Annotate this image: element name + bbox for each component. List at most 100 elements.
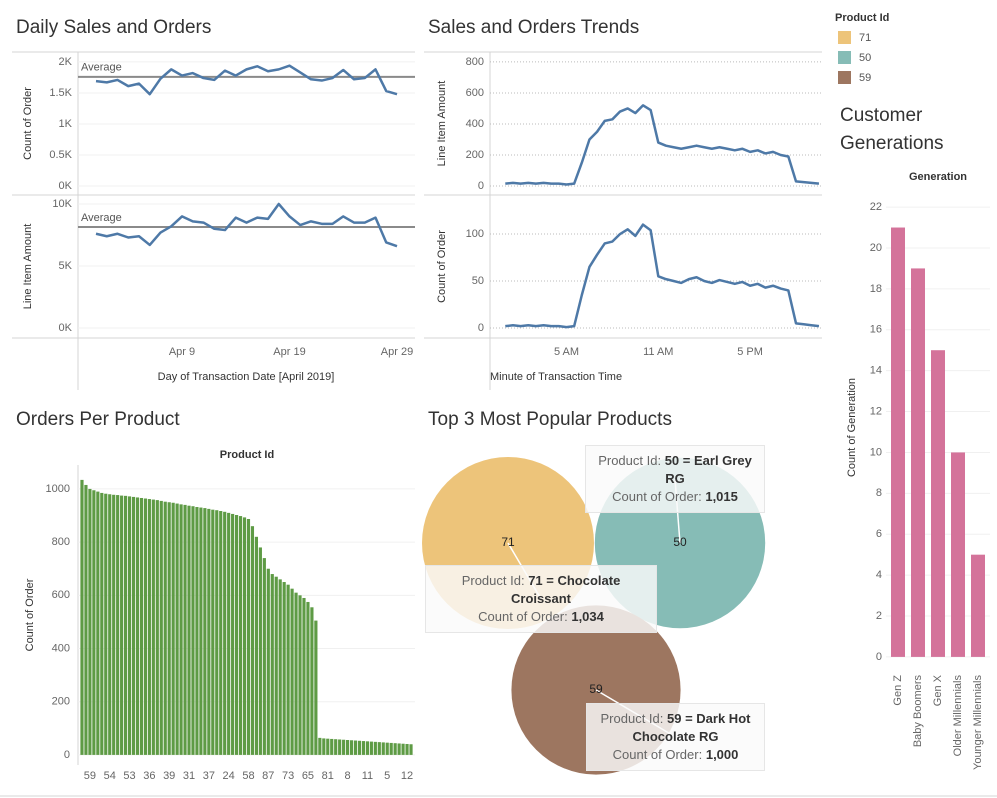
tooltip-label: Product Id: bbox=[600, 711, 664, 726]
y-tick-label: 18 bbox=[870, 283, 882, 295]
y-tick-label: 14 bbox=[870, 365, 882, 377]
x-tick-label: Baby Boomers bbox=[912, 675, 924, 748]
x-tick-label: 54 bbox=[104, 770, 116, 782]
bar bbox=[231, 513, 235, 755]
bar bbox=[151, 499, 155, 755]
bar bbox=[112, 494, 116, 755]
tooltip-label: Count of Order: bbox=[478, 609, 568, 624]
tooltip-line: Product Id: 71 = Chocolate Croissant bbox=[434, 572, 648, 608]
x-tick-label: 24 bbox=[223, 770, 235, 782]
x-tick-label: 87 bbox=[262, 770, 274, 782]
bar bbox=[199, 507, 203, 755]
bar bbox=[302, 597, 306, 755]
bar bbox=[330, 738, 334, 755]
y-axis-label: Line Item Amount bbox=[22, 224, 34, 310]
y-tick-label: 800 bbox=[466, 56, 484, 68]
bar bbox=[195, 507, 199, 755]
reference-label: Average bbox=[81, 212, 122, 224]
bar bbox=[223, 511, 227, 755]
chart-title: Top 3 Most Popular Products bbox=[428, 409, 672, 430]
tooltip-line: Product Id: 50 = Earl Grey RG bbox=[594, 452, 756, 488]
y-tick-label: 1.5K bbox=[49, 87, 72, 99]
y-tick-label: 400 bbox=[52, 642, 70, 654]
x-tick-label: Apr 29 bbox=[381, 346, 413, 358]
bar bbox=[389, 742, 393, 755]
bar bbox=[353, 740, 358, 755]
x-tick-label: Apr 9 bbox=[169, 346, 195, 358]
bar bbox=[100, 492, 104, 755]
y-tick-label: 8 bbox=[876, 487, 882, 499]
y-axis-label: Count of Order bbox=[24, 578, 36, 651]
y-tick-label: 2 bbox=[876, 610, 882, 622]
bar bbox=[971, 554, 985, 657]
x-tick-label: Younger Millennials bbox=[972, 675, 984, 770]
x-tick-label: Gen Z bbox=[892, 675, 904, 706]
y-tick-label: 100 bbox=[466, 228, 484, 240]
bar bbox=[211, 509, 215, 755]
bar bbox=[108, 494, 112, 755]
bar bbox=[254, 536, 258, 755]
x-tick-label: 81 bbox=[322, 770, 334, 782]
y-tick-label: 2K bbox=[59, 56, 73, 68]
line-series bbox=[95, 202, 398, 248]
bar bbox=[183, 504, 187, 755]
bar bbox=[326, 738, 330, 755]
x-tick-label: 73 bbox=[282, 770, 294, 782]
x-tick-label: 36 bbox=[143, 770, 155, 782]
x-tick-label: 5 bbox=[384, 770, 390, 782]
y-tick-label: 0 bbox=[64, 749, 70, 761]
x-tick-label: 11 AM bbox=[643, 346, 673, 358]
bar bbox=[286, 584, 290, 755]
tooltip: Product Id: 59 = Dark Hot Chocolate RG Co… bbox=[586, 703, 765, 771]
legend-swatch bbox=[838, 71, 851, 84]
bar bbox=[385, 742, 389, 755]
y-axis-label: Count of Order bbox=[436, 230, 448, 303]
bar bbox=[891, 227, 905, 657]
bar bbox=[227, 512, 231, 755]
bar bbox=[294, 592, 298, 755]
tooltip-label: Count of Order: bbox=[612, 747, 703, 762]
x-tick-label: 31 bbox=[183, 770, 195, 782]
x-tick-label: 8 bbox=[345, 770, 351, 782]
bar bbox=[393, 743, 397, 755]
bar bbox=[318, 737, 322, 755]
bar bbox=[215, 510, 219, 755]
y-tick-label: 20 bbox=[870, 242, 882, 254]
tooltip-label: Count of Order: bbox=[612, 489, 702, 504]
line-series bbox=[95, 64, 398, 96]
tooltip-line: Count of Order: 1,015 bbox=[594, 488, 756, 506]
bar bbox=[298, 595, 302, 755]
x-axis-label: Day of Transaction Date [April 2019] bbox=[158, 371, 335, 383]
bar bbox=[322, 738, 326, 755]
bar bbox=[409, 744, 413, 755]
legend-title: Product Id bbox=[835, 12, 889, 24]
chart-title: Daily Sales and Orders bbox=[16, 17, 211, 38]
x-tick-label: 5 PM bbox=[737, 346, 763, 358]
bar bbox=[155, 500, 159, 755]
bar bbox=[306, 601, 310, 755]
bar bbox=[274, 576, 278, 755]
bar bbox=[242, 517, 247, 755]
y-tick-label: 50 bbox=[472, 275, 484, 287]
tooltip-line: Count of Order: 1,034 bbox=[434, 608, 648, 626]
y-tick-label: 600 bbox=[466, 87, 484, 99]
legend-label: 71 bbox=[859, 32, 871, 44]
bar bbox=[238, 516, 243, 755]
reference-label: Average bbox=[81, 62, 122, 74]
bar bbox=[124, 495, 128, 755]
y-tick-label: 600 bbox=[52, 589, 70, 601]
line-series bbox=[505, 223, 820, 329]
bar bbox=[104, 493, 108, 755]
bar bbox=[397, 743, 401, 755]
x-tick-label: 37 bbox=[203, 770, 215, 782]
bar bbox=[310, 607, 314, 755]
bar bbox=[349, 740, 354, 755]
bar bbox=[361, 741, 366, 755]
legend-label: 50 bbox=[859, 52, 871, 64]
bar bbox=[290, 588, 294, 755]
bar bbox=[401, 743, 405, 755]
x-tick-label: Apr 19 bbox=[273, 346, 305, 358]
tooltip-value: 1,000 bbox=[705, 747, 739, 762]
bar bbox=[258, 547, 262, 755]
legend-swatch bbox=[838, 31, 851, 44]
